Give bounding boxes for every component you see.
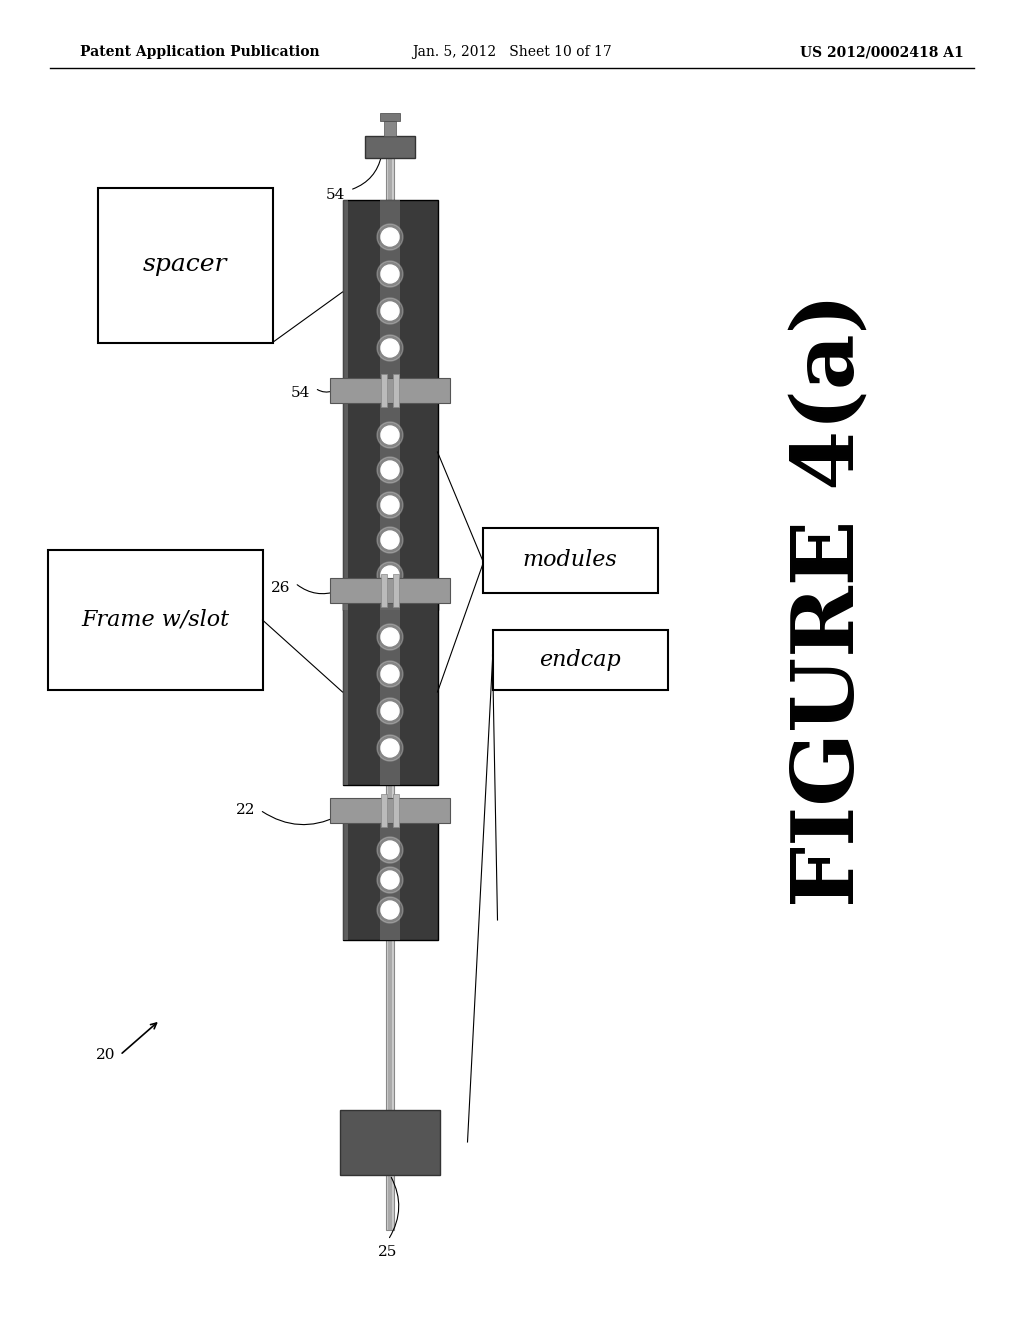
Circle shape — [377, 457, 403, 483]
Bar — [381, 793, 387, 826]
Circle shape — [377, 335, 403, 360]
Bar — [393, 573, 399, 606]
Bar — [393, 374, 399, 407]
Bar — [380, 201, 400, 385]
Circle shape — [377, 492, 403, 517]
Text: 26: 26 — [270, 581, 290, 595]
Circle shape — [377, 298, 403, 323]
Circle shape — [381, 566, 399, 583]
Bar — [342, 201, 437, 385]
Bar — [493, 630, 668, 690]
Bar — [330, 797, 450, 822]
Text: Jan. 5, 2012   Sheet 10 of 17: Jan. 5, 2012 Sheet 10 of 17 — [412, 45, 612, 59]
Circle shape — [381, 339, 399, 356]
Bar — [381, 374, 387, 407]
Circle shape — [381, 665, 399, 682]
Circle shape — [381, 461, 399, 479]
Bar — [380, 820, 400, 940]
Text: 25: 25 — [378, 1245, 397, 1259]
Circle shape — [377, 735, 403, 762]
Circle shape — [381, 841, 399, 859]
Bar — [388, 154, 392, 1230]
Bar — [342, 601, 348, 785]
Bar — [342, 400, 348, 610]
Circle shape — [377, 422, 403, 447]
Bar — [393, 793, 399, 826]
Circle shape — [381, 702, 399, 719]
Text: spacer: spacer — [142, 253, 227, 276]
Circle shape — [381, 628, 399, 645]
Text: US 2012/0002418 A1: US 2012/0002418 A1 — [800, 45, 964, 59]
Text: modules: modules — [522, 549, 617, 572]
Text: 54: 54 — [326, 187, 345, 202]
Text: endcap: endcap — [539, 649, 621, 671]
Circle shape — [377, 837, 403, 863]
Text: 20: 20 — [95, 1048, 115, 1063]
Bar — [342, 601, 437, 785]
Bar — [365, 136, 415, 158]
Circle shape — [381, 228, 399, 246]
Circle shape — [377, 562, 403, 587]
Circle shape — [377, 867, 403, 894]
Bar — [380, 601, 400, 785]
Circle shape — [381, 531, 399, 549]
Circle shape — [377, 698, 403, 723]
Text: Frame w/slot: Frame w/slot — [81, 609, 229, 631]
Circle shape — [377, 527, 403, 553]
Text: 54: 54 — [291, 385, 310, 400]
Circle shape — [381, 496, 399, 513]
Bar — [342, 400, 437, 610]
Circle shape — [377, 261, 403, 286]
Bar — [47, 550, 262, 690]
Bar — [342, 201, 348, 385]
Circle shape — [377, 624, 403, 649]
Circle shape — [381, 302, 399, 319]
Circle shape — [381, 902, 399, 919]
Circle shape — [381, 871, 399, 888]
Bar — [97, 187, 272, 342]
Text: FIGURE 4(a): FIGURE 4(a) — [788, 293, 872, 907]
Bar — [386, 154, 394, 1230]
Bar — [330, 378, 450, 403]
Circle shape — [377, 661, 403, 686]
Bar — [482, 528, 657, 593]
Bar — [380, 114, 400, 121]
Text: Patent Application Publication: Patent Application Publication — [80, 45, 319, 59]
Circle shape — [377, 898, 403, 923]
Circle shape — [381, 426, 399, 444]
Bar — [342, 820, 348, 940]
Bar — [340, 1110, 440, 1175]
Bar — [380, 400, 400, 610]
Circle shape — [377, 224, 403, 249]
Bar — [381, 573, 387, 606]
Circle shape — [381, 265, 399, 282]
Text: 22: 22 — [236, 803, 255, 817]
Bar — [330, 578, 450, 602]
Bar — [384, 121, 396, 136]
Bar — [342, 820, 437, 940]
Circle shape — [381, 739, 399, 756]
